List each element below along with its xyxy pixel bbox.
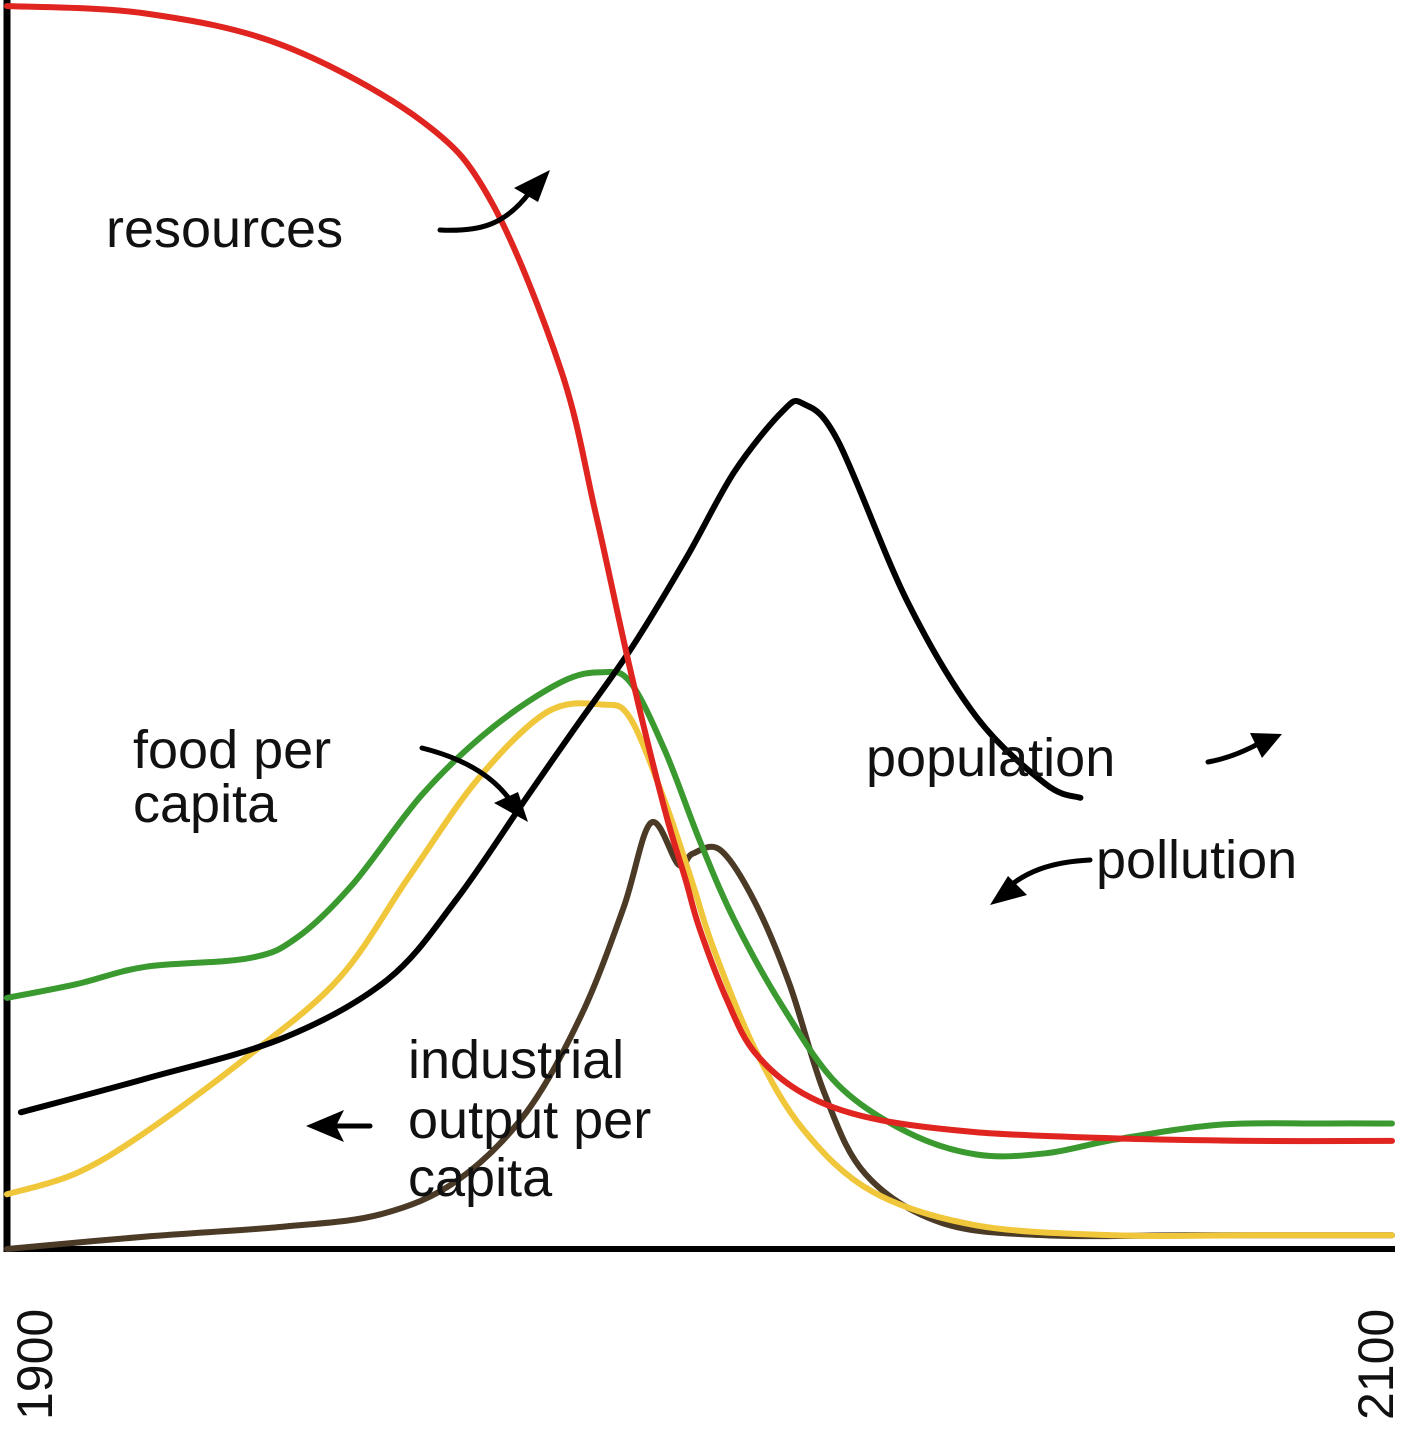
industrial-output-label-line-3: capita (408, 1148, 553, 1208)
series-layer (4, 3, 1395, 1252)
series-line-population (17, 397, 1084, 1116)
pollution-arrowhead (990, 876, 1027, 905)
pollution-label: pollution (1096, 830, 1297, 890)
resources-arrowhead (514, 170, 550, 202)
series-line-food-per-capita (4, 668, 1395, 1160)
industrial-output-arrowhead (306, 1110, 344, 1142)
resources-label: resources (106, 199, 343, 259)
resources-arrow (437, 189, 533, 233)
food-per-capita-arrowhead (494, 792, 528, 822)
population-label: population (866, 728, 1115, 788)
x-tick-label-2100: 2100 (1348, 1309, 1404, 1420)
population-arrowhead (1250, 733, 1282, 758)
industrial-output-label-line-2: output per (408, 1090, 651, 1150)
series-line-resources (4, 3, 1395, 1145)
food-per-capita-arrow (419, 745, 513, 803)
food-per-capita-label-line-2: capita (133, 774, 278, 834)
x-tick-label-1900: 1900 (7, 1309, 63, 1420)
food-per-capita-label-line-1: food per (133, 720, 331, 780)
pollution-arrow (1002, 857, 1093, 893)
industrial-output-label-line-1: industrial (408, 1030, 624, 1090)
